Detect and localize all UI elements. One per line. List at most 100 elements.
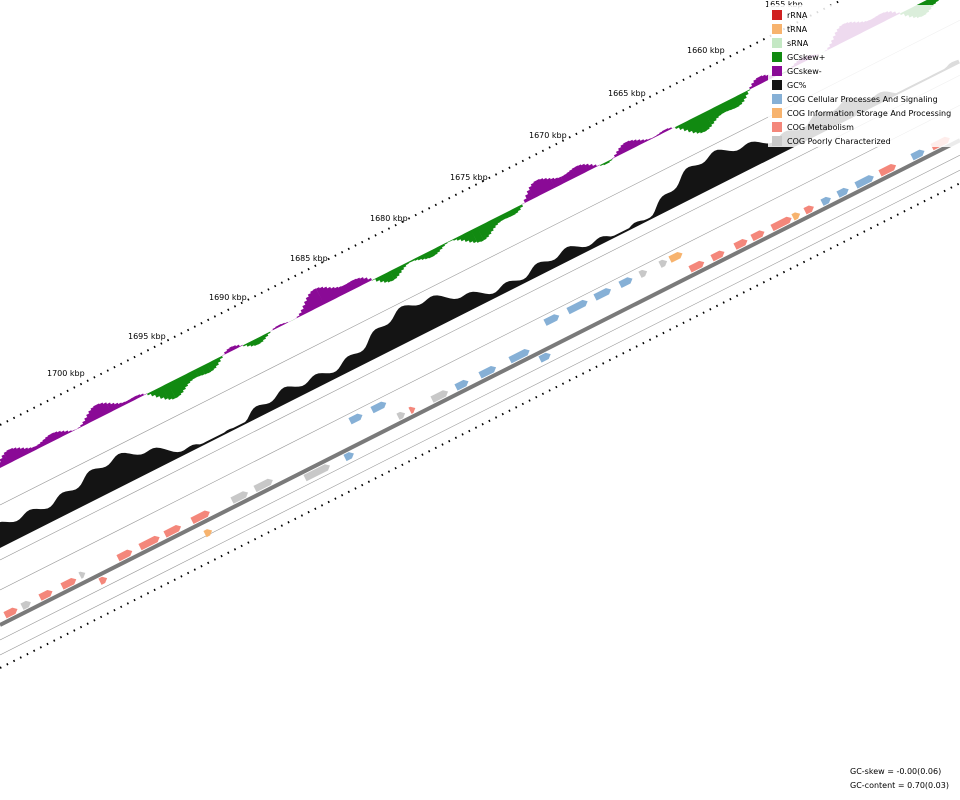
scale-label: 1670 kbp [529, 131, 567, 140]
gene-arrow [116, 549, 133, 562]
gene-arrow [733, 238, 748, 250]
legend-swatch [772, 122, 782, 132]
gene-feature [20, 600, 31, 610]
gc-skew-positive [0, 0, 940, 468]
gene-arrow [878, 163, 897, 177]
gene-arrow [454, 379, 469, 391]
gene-arrow [770, 216, 792, 232]
gene-arrow [543, 314, 560, 326]
gene-feature [910, 149, 925, 161]
track-line [0, 138, 960, 627]
scale-label: 1675 kbp [450, 173, 488, 182]
gene-feature [710, 250, 725, 262]
gene-arrow [854, 175, 874, 189]
gene-feature [343, 452, 354, 462]
legend-swatch [772, 108, 782, 118]
gene-feature [60, 577, 77, 590]
gene-arrow [303, 464, 330, 482]
gene-feature [116, 549, 133, 562]
gene-feature [820, 196, 831, 206]
gene-feature [303, 464, 330, 482]
gene-feature [78, 571, 86, 579]
gene-arrow [710, 250, 725, 262]
gene-feature [230, 491, 249, 504]
gene-feature [454, 379, 469, 391]
scale-labels: 1655 kbp 1660 kbp 1665 kbp 1670 kbp 1675 kbp… [47, 0, 803, 378]
gene-arrow [820, 196, 831, 206]
legend-label: tRNA [787, 25, 808, 34]
legend-label: COG Metabolism [787, 123, 854, 132]
gene-feature [750, 230, 765, 242]
gene-arrow [190, 510, 210, 524]
gene-arrow [38, 589, 53, 601]
track-line [0, 169, 960, 656]
gene-arrow [60, 577, 77, 590]
gene-feature [138, 535, 160, 551]
gene-arrow [803, 205, 814, 215]
legend-label: rRNA [787, 11, 808, 20]
legend-swatch [772, 80, 782, 90]
gc-content-summary: GC-content = 0.70(0.03) [850, 781, 949, 790]
gene-arrow [163, 525, 182, 538]
legend-label: sRNA [787, 39, 809, 48]
gene-arrow [750, 230, 765, 242]
gene-arrow [370, 401, 387, 414]
gene-arrow [688, 260, 705, 273]
gene-arrow [348, 413, 363, 425]
scale-label: 1665 kbp [608, 89, 646, 98]
gene-feature [38, 589, 53, 601]
gene-feature [566, 299, 588, 315]
gene-feature [668, 252, 683, 263]
legend-label: COG Cellular Processes And Signaling [787, 95, 938, 104]
gene-arrow [98, 576, 108, 585]
gene-feature [396, 411, 406, 420]
legend-background [768, 5, 960, 147]
gene-feature [854, 175, 874, 189]
legend-swatch [772, 24, 782, 34]
scale-label: 1690 kbp [209, 293, 247, 302]
gene-arrow [566, 299, 588, 315]
gene-feature [348, 413, 363, 425]
gene-arrow [618, 277, 633, 289]
legend-swatch [772, 52, 782, 62]
gene-feature [593, 288, 612, 301]
gene-arrow [538, 352, 551, 363]
gene-arrow [343, 452, 354, 462]
gene-arrow [658, 259, 668, 268]
gene-feature [163, 525, 182, 538]
legend-swatch [772, 38, 782, 48]
scale-label: 1700 kbp [47, 369, 85, 378]
scale-label: 1660 kbp [687, 46, 725, 55]
gene-arrow [910, 149, 925, 161]
gene-feature [478, 365, 497, 379]
gene-feature [791, 212, 801, 221]
gene-feature [203, 529, 213, 538]
gene-arrow [836, 187, 849, 198]
gene-arrow [20, 600, 31, 610]
gene-arrow [78, 571, 86, 579]
track-line [0, 104, 960, 591]
gene-feature [543, 314, 560, 326]
legend-label: COG Poorly Characterized [787, 137, 891, 146]
gene-arrow [396, 411, 406, 420]
gene-arrow [138, 535, 160, 551]
gene-feature [733, 238, 748, 250]
gene-arrow [430, 390, 449, 403]
gene-feature [253, 478, 273, 493]
gene-feature [836, 187, 849, 198]
gene-feature [370, 401, 387, 414]
legend-swatch [772, 136, 782, 146]
gene-feature [618, 277, 633, 289]
gene-arrow [638, 269, 648, 278]
gene-feature [508, 349, 530, 364]
tick-ring [0, 182, 960, 669]
gene-feature [538, 352, 551, 363]
gene-feature [430, 390, 449, 403]
legend-swatch [772, 10, 782, 20]
gene-arrow [203, 529, 213, 538]
scale-label: 1655 kbp [765, 0, 803, 9]
gene-arrow [230, 491, 249, 504]
gene-feature [408, 406, 416, 414]
scale-label: 1685 kbp [290, 254, 328, 263]
